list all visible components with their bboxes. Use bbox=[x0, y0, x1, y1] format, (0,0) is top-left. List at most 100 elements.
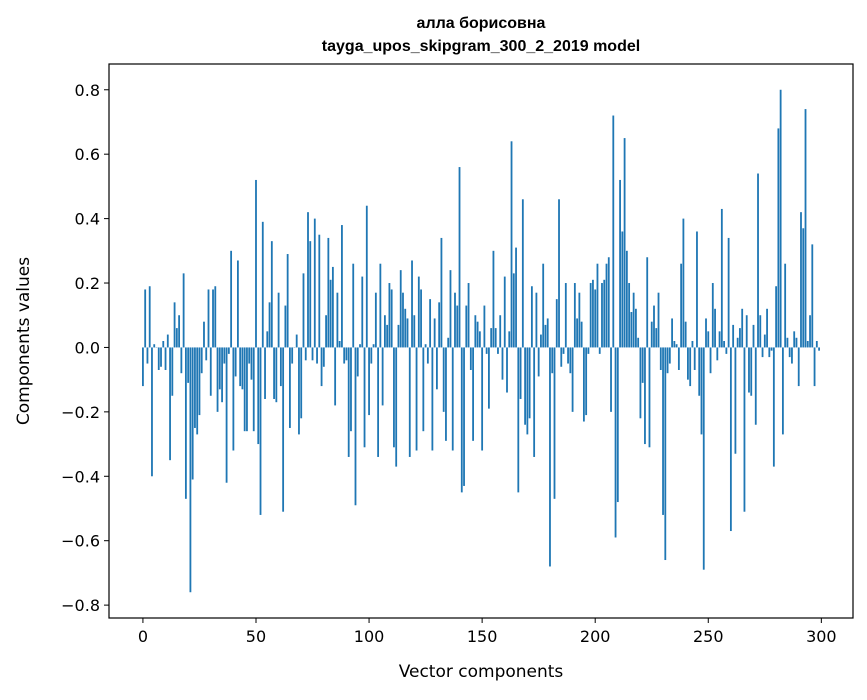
bar-155 bbox=[493, 251, 495, 348]
bar-207 bbox=[610, 347, 612, 411]
bar-172 bbox=[531, 286, 533, 347]
bar-29 bbox=[208, 289, 210, 347]
bar-38 bbox=[228, 347, 230, 353]
bar-139 bbox=[456, 306, 458, 348]
bar-120 bbox=[413, 315, 415, 347]
bar-97 bbox=[361, 277, 363, 348]
bar-43 bbox=[239, 347, 241, 386]
bar-141 bbox=[461, 347, 463, 492]
y-tick-label: 0.0 bbox=[75, 338, 100, 357]
bar-271 bbox=[755, 347, 757, 424]
bar-78 bbox=[318, 235, 320, 348]
bar-267 bbox=[746, 315, 748, 347]
bar-49 bbox=[253, 347, 255, 431]
bar-208 bbox=[612, 116, 614, 348]
bar-289 bbox=[796, 338, 798, 348]
bar-4 bbox=[151, 347, 153, 476]
bar-140 bbox=[459, 167, 461, 347]
bar-83 bbox=[330, 280, 332, 348]
y-tick-label: −0.8 bbox=[61, 596, 100, 615]
bar-101 bbox=[370, 347, 372, 363]
bar-89 bbox=[343, 347, 345, 363]
bar-288 bbox=[793, 331, 795, 347]
bar-226 bbox=[653, 306, 655, 348]
bar-231 bbox=[664, 347, 666, 560]
bar-249 bbox=[705, 318, 707, 347]
y-axis: −0.8−0.6−0.4−0.20.00.20.40.60.8 bbox=[61, 81, 109, 615]
bar-218 bbox=[635, 309, 637, 348]
bar-143 bbox=[465, 306, 467, 348]
y-tick-label: −0.6 bbox=[61, 532, 100, 551]
bar-128 bbox=[431, 347, 433, 450]
bar-117 bbox=[407, 318, 409, 347]
bar-270 bbox=[753, 325, 755, 348]
bar-85 bbox=[334, 347, 336, 405]
bar-66 bbox=[291, 347, 293, 363]
bar-242 bbox=[689, 347, 691, 386]
y-tick-label: 0.2 bbox=[75, 274, 100, 293]
bar-197 bbox=[588, 347, 590, 353]
bar-256 bbox=[721, 209, 723, 348]
bar-18 bbox=[183, 273, 185, 347]
bar-144 bbox=[468, 283, 470, 347]
bar-234 bbox=[671, 318, 673, 347]
bar-19 bbox=[185, 347, 187, 498]
bar-33 bbox=[217, 347, 219, 411]
bar-148 bbox=[477, 322, 479, 348]
bar-213 bbox=[624, 138, 626, 347]
bar-277 bbox=[768, 347, 770, 357]
bar-72 bbox=[305, 347, 307, 360]
bar-15 bbox=[176, 328, 178, 347]
bar-134 bbox=[445, 347, 447, 440]
bar-27 bbox=[203, 322, 205, 348]
bar-31 bbox=[212, 289, 214, 347]
bar-175 bbox=[538, 347, 540, 376]
bar-92 bbox=[350, 347, 352, 431]
bar-54 bbox=[264, 347, 266, 399]
y-tick-label: 0.8 bbox=[75, 81, 100, 100]
bar-114 bbox=[400, 270, 402, 347]
bar-222 bbox=[644, 347, 646, 444]
bar-90 bbox=[346, 347, 348, 360]
bar-196 bbox=[585, 347, 587, 415]
bar-34 bbox=[219, 347, 221, 389]
bar-239 bbox=[682, 219, 684, 348]
bar-87 bbox=[339, 341, 341, 347]
bar-77 bbox=[316, 347, 318, 363]
bar-206 bbox=[608, 257, 610, 347]
bar-35 bbox=[221, 347, 223, 402]
bar-176 bbox=[540, 335, 542, 348]
bar-58 bbox=[273, 347, 275, 399]
bar-53 bbox=[262, 222, 264, 348]
bar-123 bbox=[420, 289, 422, 347]
bar-237 bbox=[678, 347, 680, 370]
bar-198 bbox=[590, 283, 592, 347]
bar-51 bbox=[257, 347, 259, 444]
bar-259 bbox=[728, 238, 730, 348]
bar-158 bbox=[499, 315, 501, 347]
x-tick-label: 250 bbox=[693, 627, 724, 646]
bar-130 bbox=[436, 347, 438, 389]
bar-86 bbox=[336, 293, 338, 348]
bar-112 bbox=[395, 347, 397, 466]
bar-241 bbox=[687, 347, 689, 379]
bar-232 bbox=[667, 347, 669, 373]
bar-266 bbox=[744, 347, 746, 511]
bar-129 bbox=[434, 318, 436, 347]
bar-56 bbox=[269, 302, 271, 347]
bar-257 bbox=[723, 341, 725, 347]
bar-142 bbox=[463, 347, 465, 486]
bar-233 bbox=[669, 347, 671, 363]
bar-84 bbox=[332, 267, 334, 348]
bar-265 bbox=[741, 309, 743, 348]
bar-138 bbox=[454, 293, 456, 348]
bar-193 bbox=[578, 293, 580, 348]
bar-163 bbox=[511, 141, 513, 347]
bar-37 bbox=[226, 347, 228, 482]
bar-223 bbox=[646, 257, 648, 347]
bar-262 bbox=[735, 347, 737, 453]
bar-189 bbox=[569, 347, 571, 373]
bar-183 bbox=[556, 299, 558, 347]
bar-105 bbox=[379, 264, 381, 348]
